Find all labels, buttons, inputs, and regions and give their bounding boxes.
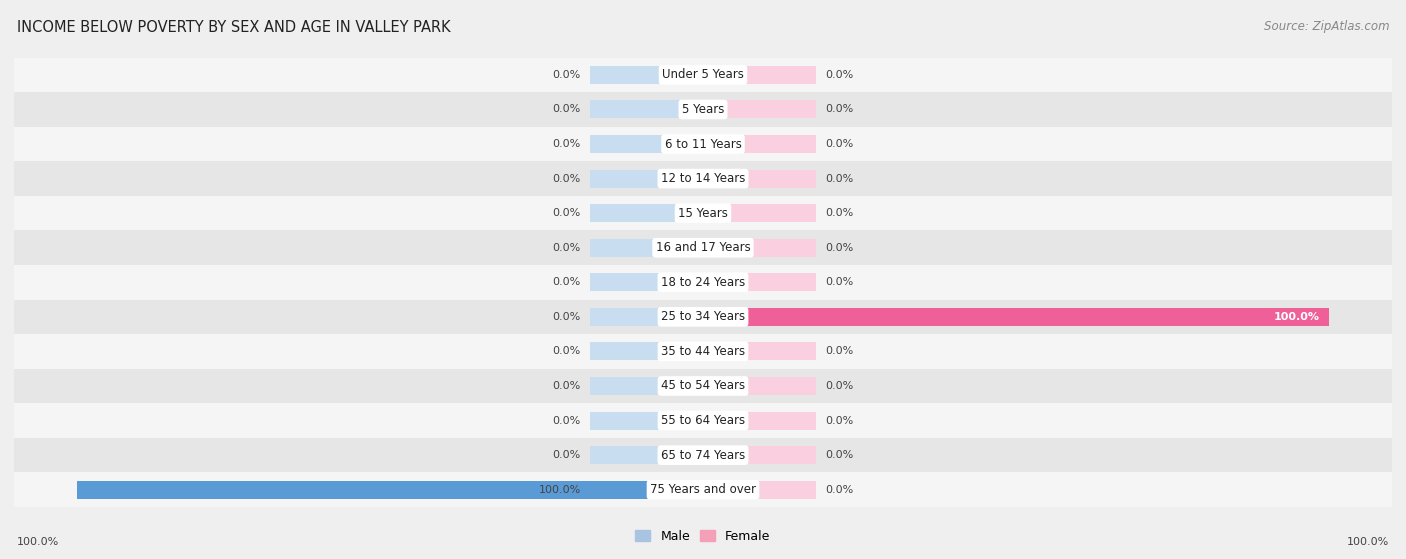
Bar bbox=[14, 438, 1392, 472]
Bar bbox=[14, 162, 1392, 196]
Text: 0.0%: 0.0% bbox=[553, 450, 581, 460]
Text: 15 Years: 15 Years bbox=[678, 207, 728, 220]
Bar bbox=[591, 343, 703, 361]
Text: 0.0%: 0.0% bbox=[825, 208, 853, 218]
Bar bbox=[591, 66, 703, 84]
Bar bbox=[591, 169, 703, 188]
Text: 0.0%: 0.0% bbox=[553, 174, 581, 183]
Bar bbox=[591, 481, 703, 499]
Bar bbox=[14, 369, 1392, 403]
Text: 0.0%: 0.0% bbox=[825, 450, 853, 460]
Bar bbox=[703, 411, 815, 429]
Bar bbox=[703, 101, 815, 119]
Text: 0.0%: 0.0% bbox=[553, 415, 581, 425]
Text: 0.0%: 0.0% bbox=[553, 243, 581, 253]
Text: 0.0%: 0.0% bbox=[825, 243, 853, 253]
Text: 0.0%: 0.0% bbox=[553, 381, 581, 391]
Text: INCOME BELOW POVERTY BY SEX AND AGE IN VALLEY PARK: INCOME BELOW POVERTY BY SEX AND AGE IN V… bbox=[17, 20, 450, 35]
Bar bbox=[77, 481, 703, 499]
Text: 0.0%: 0.0% bbox=[825, 347, 853, 357]
Text: 0.0%: 0.0% bbox=[825, 139, 853, 149]
Text: 100.0%: 100.0% bbox=[1347, 537, 1389, 547]
Text: 18 to 24 Years: 18 to 24 Years bbox=[661, 276, 745, 289]
Bar bbox=[591, 204, 703, 222]
Bar bbox=[14, 265, 1392, 300]
Text: 0.0%: 0.0% bbox=[825, 174, 853, 183]
Bar bbox=[591, 446, 703, 464]
Text: 0.0%: 0.0% bbox=[825, 70, 853, 80]
Bar bbox=[703, 169, 815, 188]
Text: 35 to 44 Years: 35 to 44 Years bbox=[661, 345, 745, 358]
Text: 6 to 11 Years: 6 to 11 Years bbox=[665, 138, 741, 150]
Bar bbox=[591, 101, 703, 119]
Bar bbox=[703, 135, 815, 153]
Bar bbox=[703, 481, 815, 499]
Text: 65 to 74 Years: 65 to 74 Years bbox=[661, 449, 745, 462]
Text: 100.0%: 100.0% bbox=[1274, 312, 1320, 322]
Text: 0.0%: 0.0% bbox=[553, 105, 581, 115]
Legend: Male, Female: Male, Female bbox=[630, 525, 776, 548]
Text: 0.0%: 0.0% bbox=[825, 105, 853, 115]
Text: 0.0%: 0.0% bbox=[553, 208, 581, 218]
Text: 0.0%: 0.0% bbox=[553, 277, 581, 287]
Text: 0.0%: 0.0% bbox=[553, 139, 581, 149]
Bar bbox=[14, 196, 1392, 230]
Text: Under 5 Years: Under 5 Years bbox=[662, 68, 744, 82]
Bar bbox=[703, 446, 815, 464]
Text: 100.0%: 100.0% bbox=[538, 485, 581, 495]
Text: 0.0%: 0.0% bbox=[825, 485, 853, 495]
Text: 0.0%: 0.0% bbox=[825, 415, 853, 425]
Bar bbox=[703, 308, 1329, 326]
Bar bbox=[14, 472, 1392, 507]
Bar bbox=[14, 92, 1392, 127]
Bar bbox=[14, 230, 1392, 265]
Text: 5 Years: 5 Years bbox=[682, 103, 724, 116]
Bar bbox=[703, 204, 815, 222]
Text: Source: ZipAtlas.com: Source: ZipAtlas.com bbox=[1264, 20, 1389, 32]
Bar bbox=[14, 127, 1392, 162]
Text: 0.0%: 0.0% bbox=[553, 347, 581, 357]
Bar bbox=[703, 239, 815, 257]
Bar bbox=[14, 334, 1392, 369]
Bar bbox=[591, 411, 703, 429]
Bar bbox=[14, 403, 1392, 438]
Text: 45 to 54 Years: 45 to 54 Years bbox=[661, 380, 745, 392]
Bar bbox=[703, 377, 815, 395]
Bar bbox=[591, 273, 703, 291]
Text: 55 to 64 Years: 55 to 64 Years bbox=[661, 414, 745, 427]
Bar bbox=[703, 273, 815, 291]
Text: 0.0%: 0.0% bbox=[553, 312, 581, 322]
Text: 75 Years and over: 75 Years and over bbox=[650, 483, 756, 496]
Text: 16 and 17 Years: 16 and 17 Years bbox=[655, 241, 751, 254]
Bar bbox=[591, 377, 703, 395]
Text: 12 to 14 Years: 12 to 14 Years bbox=[661, 172, 745, 185]
Bar bbox=[703, 308, 815, 326]
Text: 0.0%: 0.0% bbox=[553, 70, 581, 80]
Text: 0.0%: 0.0% bbox=[825, 277, 853, 287]
Bar bbox=[591, 239, 703, 257]
Bar bbox=[14, 300, 1392, 334]
Text: 0.0%: 0.0% bbox=[825, 381, 853, 391]
Text: 100.0%: 100.0% bbox=[17, 537, 59, 547]
Bar bbox=[703, 66, 815, 84]
Bar bbox=[591, 135, 703, 153]
Bar bbox=[591, 308, 703, 326]
Bar bbox=[703, 343, 815, 361]
Text: 25 to 34 Years: 25 to 34 Years bbox=[661, 310, 745, 323]
Bar bbox=[14, 58, 1392, 92]
